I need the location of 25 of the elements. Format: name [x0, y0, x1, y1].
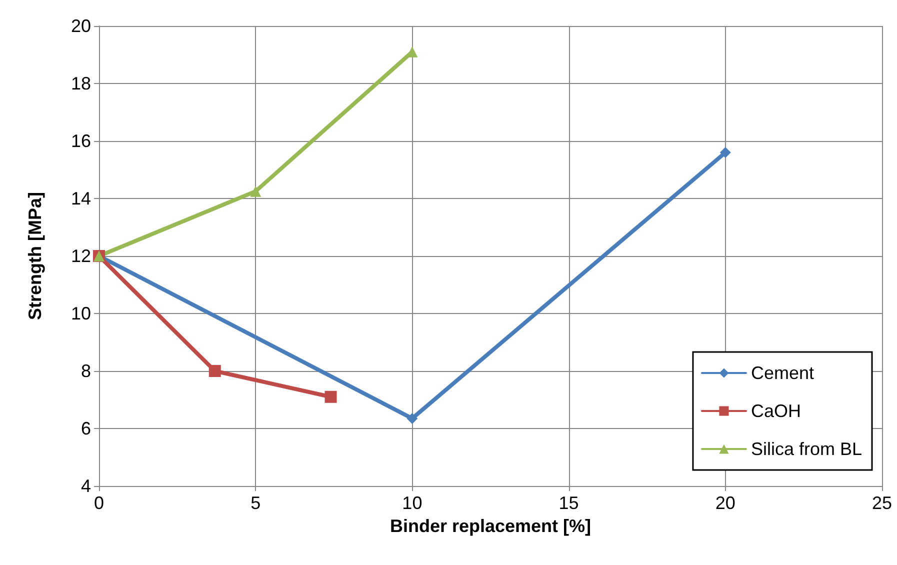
y-tick-label: 4: [80, 476, 91, 496]
point: [720, 147, 731, 158]
y-tick-label: 20: [70, 16, 91, 36]
x-tick-label: 0: [94, 493, 104, 513]
y-tick-label: 12: [70, 246, 91, 266]
y-tick-label: 6: [80, 418, 91, 438]
y-tick-label: 10: [70, 304, 91, 324]
y-tick-label: 14: [70, 188, 91, 208]
legend-label: CaOH: [750, 401, 801, 421]
x-tick-label: 20: [715, 493, 736, 513]
x-tick-label: 5: [250, 493, 261, 513]
legend-label: Silica from BL: [750, 439, 862, 459]
x-tick-label: 10: [402, 493, 422, 513]
x-axis-title: Binder replacement [%]: [390, 516, 592, 536]
point: [208, 365, 221, 377]
y-tick-label: 18: [70, 74, 91, 94]
point: [324, 390, 337, 403]
x-tick-label: 25: [872, 493, 892, 513]
legend-label: Cement: [750, 363, 814, 383]
point: [406, 412, 418, 424]
x-tick-label: 15: [558, 493, 579, 513]
y-tick-label: 8: [80, 361, 91, 381]
y-axis-title: Strength [MPa]: [25, 192, 45, 320]
point: [250, 186, 262, 197]
y-tick-label: 16: [70, 131, 91, 151]
